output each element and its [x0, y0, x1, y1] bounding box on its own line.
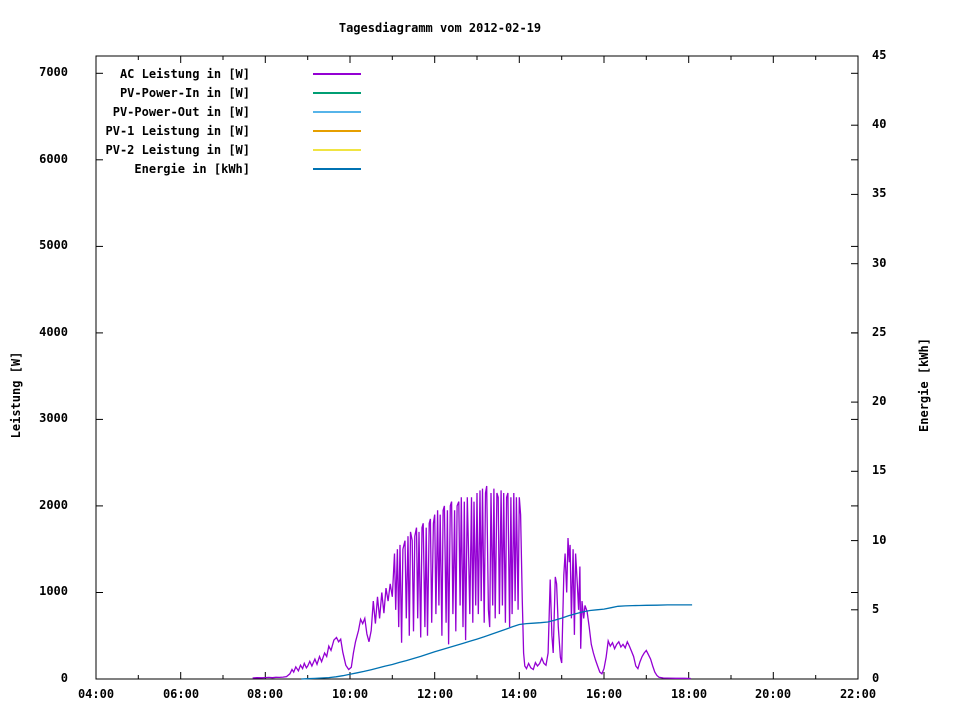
legend-item-pv-1-leistung: PV-1 Leistung in [W] — [96, 121, 361, 140]
legend-item-energie: Energie in [kWh] — [96, 159, 361, 178]
legend-label: PV-Power-Out in [W] — [112, 104, 250, 119]
y2-tick-label: 20 — [872, 394, 887, 408]
y2-tick-label: 30 — [872, 256, 887, 270]
legend-color-sample — [313, 72, 361, 75]
legend-color-sample — [313, 148, 361, 151]
y1-tick-label: 4000 — [39, 325, 68, 339]
legend-item-pv-power-in: PV-Power-In in [W] — [96, 83, 361, 102]
legend-color-sample — [313, 129, 361, 132]
y1-tick-label: 5000 — [39, 238, 68, 252]
x-tick-label: 14:00 — [500, 687, 538, 701]
legend: AC Leistung in [W] PV-Power-In in [W] PV… — [96, 64, 361, 178]
x-tick-label: 06:00 — [162, 687, 200, 701]
legend-label: PV-Power-In in [W] — [119, 85, 250, 100]
chart-title: Tagesdiagramm vom 2012-02-19 — [338, 21, 542, 35]
y2-tick-label: 10 — [872, 533, 887, 547]
y2-tick-label: 0 — [872, 671, 880, 685]
y1-tick-label: 1000 — [39, 584, 68, 598]
series-ac-leistung — [252, 485, 691, 680]
legend-label: PV-1 Leistung in [W] — [105, 123, 251, 138]
x-tick-label: 04:00 — [77, 687, 115, 701]
y1-tick-label: 6000 — [39, 152, 68, 166]
y1-tick-label: 2000 — [39, 498, 68, 512]
x-tick-label: 08:00 — [246, 687, 284, 701]
x-tick-label: 16:00 — [585, 687, 623, 701]
x-tick-label: 12:00 — [416, 687, 454, 701]
x-tick-label: 18:00 — [670, 687, 708, 701]
legend-item-pv-2-leistung: PV-2 Leistung in [W] — [96, 140, 361, 159]
y1-tick-label: 3000 — [39, 411, 68, 425]
x-tick-label: 20:00 — [754, 687, 792, 701]
legend-color-sample — [313, 167, 361, 170]
series-energie — [301, 604, 693, 680]
y2-tick-label: 5 — [872, 602, 880, 616]
y2-tick-label: 35 — [872, 186, 887, 200]
legend-item-ac-leistung: AC Leistung in [W] — [96, 64, 361, 83]
y1-tick-label: 7000 — [39, 65, 68, 79]
x-tick-label: 10:00 — [331, 687, 369, 701]
legend-label: AC Leistung in [W] — [119, 66, 250, 81]
x-tick-label: 22:00 — [839, 687, 877, 701]
legend-color-sample — [313, 110, 361, 113]
legend-label: Energie in [kWh] — [134, 161, 250, 176]
y2-tick-label: 25 — [872, 325, 887, 339]
legend-item-pv-power-out: PV-Power-Out in [W] — [96, 102, 361, 121]
legend-label: PV-2 Leistung in [W] — [105, 142, 251, 157]
y2-tick-label: 45 — [872, 48, 887, 62]
y2-tick-label: 15 — [872, 463, 887, 477]
y2-tick-label: 40 — [872, 117, 887, 131]
legend-color-sample — [313, 91, 361, 94]
y1-tick-label: 0 — [60, 671, 68, 685]
